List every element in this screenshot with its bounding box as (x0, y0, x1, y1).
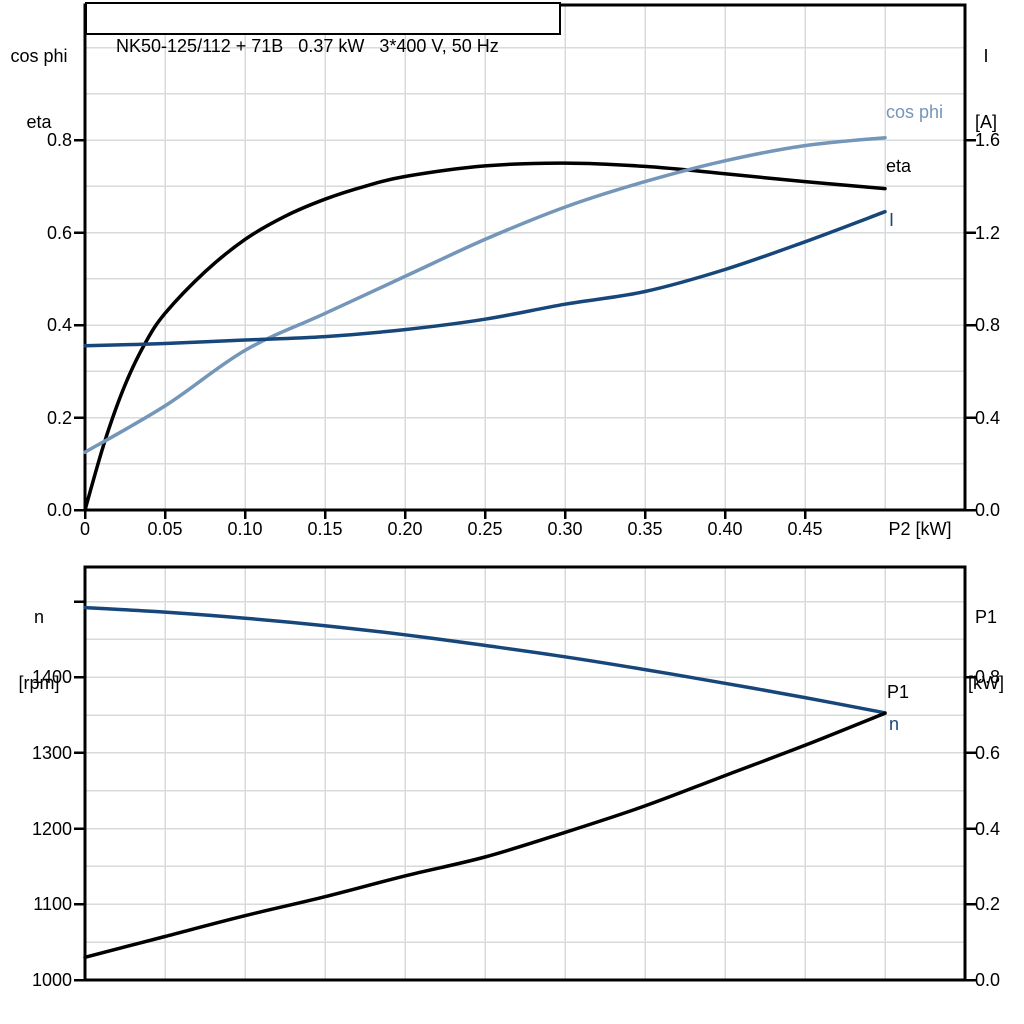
curve-label-n: n (889, 714, 900, 734)
bottom-left-y-tick-label: 1200 (31, 818, 72, 839)
axis-title-rpm-unit: [rpm] (18, 673, 60, 693)
bottom-left-y-tick-label: 1100 (33, 894, 72, 915)
top-chart-plot (74, 3, 976, 519)
bottom-right-axis-title: P1 [kW] (950, 562, 1022, 738)
top-right-y-tick-label: 0.8 (975, 315, 1001, 335)
bottom-chart-plot (74, 565, 976, 982)
bottom-right-y-tick-label: 0.2 (975, 894, 1001, 915)
axis-title-current: I (983, 46, 989, 66)
axis-title-eta: eta (26, 112, 52, 132)
top-right-y-tick-label: 0.0 (975, 500, 1001, 520)
top-left-y-tick-label: 0.8 (46, 130, 72, 150)
axis-title-n: n (33, 607, 44, 627)
top-left-y-tick-label: 0.4 (46, 315, 72, 335)
axis-title-cos-phi: cos phi (10, 46, 68, 66)
top-right-y-tick-label: 0.4 (975, 407, 1001, 428)
bottom-right-y-tick-label: 0.4 (975, 818, 1001, 839)
curve-label-current: I (889, 210, 895, 230)
x-tick-label: 0.05 (147, 519, 183, 539)
top-left-y-tick-label: 0.6 (46, 222, 72, 243)
x-tick-label: 0.10 (227, 519, 263, 539)
bottom-right-y-tick-label: 0.8 (975, 667, 1001, 688)
x-tick-label: 0.20 (387, 519, 423, 539)
x-tick-label: 0.35 (627, 519, 663, 539)
x-tick-label: 0 (79, 519, 90, 539)
top-left-axis-title: cos phi eta (2, 1, 76, 177)
top-left-y-tick-label: 0.0 (46, 500, 72, 520)
curve-label-eta: eta (886, 156, 912, 176)
axis-title-kw-unit: [kW] (968, 673, 1004, 693)
x-axis-label: P2 [kW] (888, 519, 952, 539)
x-tick-label: 0.25 (467, 519, 503, 539)
x-tick-label: 0.40 (707, 519, 743, 539)
axis-title-p1: P1 (974, 607, 998, 627)
curve-label-cos-phi: cos phi (886, 102, 944, 122)
top-right-y-tick-label: 1.6 (975, 130, 1001, 150)
top-right-axis-title: I [A] (950, 1, 1022, 177)
axis-title-amps-unit: [A] (974, 112, 997, 132)
bottom-right-y-tick-label: 0.6 (975, 742, 1001, 763)
chart-title: NK50-125/112 + 71B 0.37 kW 3*400 V, 50 H… (116, 36, 499, 56)
curve-label-p1: P1 (887, 682, 910, 702)
chart-title-box: NK50-125/112 + 71B 0.37 kW 3*400 V, 50 H… (85, 2, 561, 56)
bottom-right-y-tick-label: 0.0 (975, 970, 1001, 990)
bottom-left-y-tick-label: 1000 (31, 970, 72, 990)
bottom-left-y-tick-label: 1400 (31, 667, 72, 688)
bottom-left-y-tick-label: 1300 (31, 742, 72, 763)
bottom-left-axis-title: n [rpm] (2, 562, 76, 738)
x-tick-label: 0.45 (787, 519, 823, 539)
x-tick-label: 0.15 (307, 519, 343, 539)
top-right-y-tick-label: 1.2 (975, 222, 1001, 243)
top-left-y-tick-label: 0.2 (46, 407, 72, 428)
x-tick-label: 0.30 (547, 519, 583, 539)
